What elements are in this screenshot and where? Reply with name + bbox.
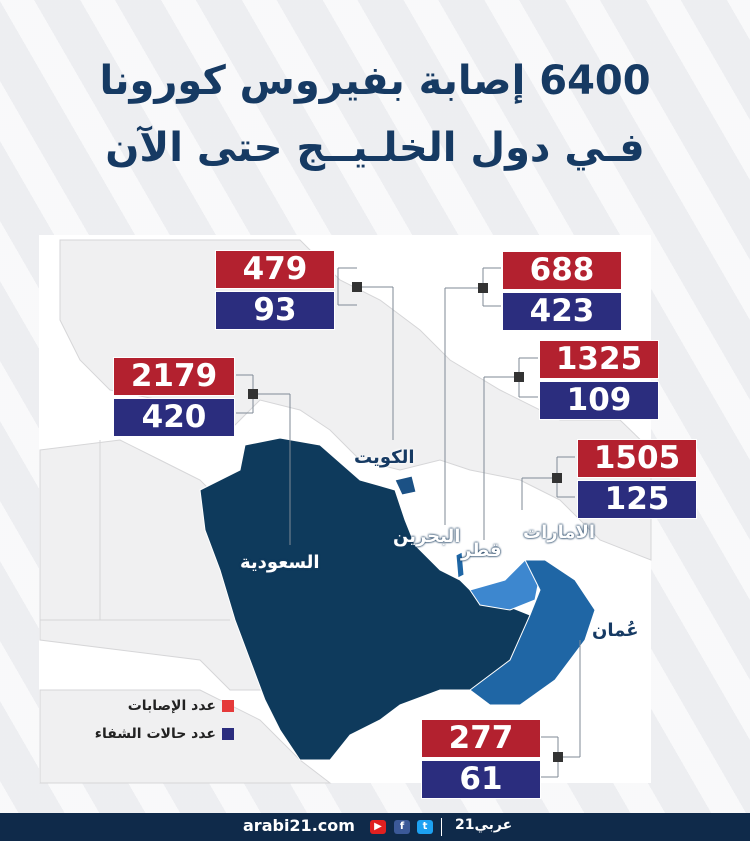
kuwait-stats: 479 93: [215, 250, 335, 330]
uae-label: الامارات: [523, 522, 596, 543]
youtube-icon[interactable]: ▶: [370, 820, 386, 834]
brand-logo[interactable]: عربي21: [455, 817, 513, 833]
oman-label: عُمان: [592, 620, 639, 641]
legend-cases: عدد الإصابات: [128, 698, 234, 714]
bahrain-label: البحرين: [393, 526, 461, 547]
legend-recovered-label: عدد حالات الشفاء: [94, 726, 216, 742]
footer-separator: [441, 818, 442, 836]
qatar-stats: 1325 109: [539, 340, 659, 420]
bahrain-recovered: 423: [502, 292, 622, 331]
kuwait-label: الكويت: [354, 447, 415, 468]
kuwait-cases: 479: [215, 250, 335, 289]
legend-cases-label: عدد الإصابات: [127, 698, 216, 714]
twitter-icon[interactable]: t: [417, 820, 433, 834]
legend-recovered-swatch: [222, 728, 234, 740]
connector-dots: [248, 282, 563, 762]
uae-recovered: 125: [577, 480, 697, 519]
saudi-recovered: 420: [113, 398, 235, 437]
uae-region: [469, 559, 541, 611]
legend-cases-swatch: [222, 700, 234, 712]
oman-region: [469, 559, 596, 706]
qatar-region: [455, 551, 465, 579]
oman-stats: 277 61: [421, 719, 541, 799]
uae-stats: 1505 125: [577, 439, 697, 519]
qatar-cases: 1325: [539, 340, 659, 379]
oman-cases: 277: [421, 719, 541, 758]
qatar-recovered: 109: [539, 381, 659, 420]
title-line-2: فـي دول الخلـيــج حتى الآن: [105, 125, 645, 171]
saudi-stats: 2179 420: [113, 357, 235, 437]
kuwait-region: [394, 475, 417, 496]
title-line-1: 6400 إصابة بفيروس كورونا: [99, 58, 651, 104]
footer: arabi21.com ▶ f t عربي21: [0, 813, 750, 841]
saudi-label: السعودية: [240, 552, 320, 573]
oman-recovered: 61: [421, 760, 541, 799]
kuwait-recovered: 93: [215, 291, 335, 330]
site-url[interactable]: arabi21.com: [243, 816, 355, 835]
saudi-cases: 2179: [113, 357, 235, 396]
uae-cases: 1505: [577, 439, 697, 478]
connector-lines: [236, 267, 581, 778]
bahrain-stats: 688 423: [502, 251, 622, 331]
legend-recovered: عدد حالات الشفاء: [95, 726, 234, 742]
qatar-label: قطر: [461, 540, 502, 561]
facebook-icon[interactable]: f: [394, 820, 410, 834]
bahrain-cases: 688: [502, 251, 622, 290]
